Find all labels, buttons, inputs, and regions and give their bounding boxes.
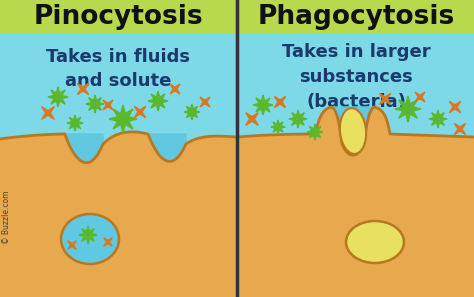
Text: Takes in larger
substances
(bacteria): Takes in larger substances (bacteria) [282,43,430,111]
Polygon shape [104,238,112,246]
Polygon shape [68,241,76,249]
Polygon shape [48,87,68,107]
Polygon shape [332,107,374,155]
Polygon shape [271,120,285,134]
Bar [0,0,236,34]
Bar [0,0,236,297]
Polygon shape [415,92,425,102]
Bar [238,0,474,297]
Text: BUZZLE.COM: BUZZLE.COM [285,170,427,189]
Polygon shape [455,123,465,135]
Ellipse shape [340,108,366,154]
Polygon shape [65,134,103,163]
Polygon shape [42,107,55,119]
Polygon shape [449,101,461,113]
Polygon shape [395,96,421,122]
Polygon shape [109,105,137,133]
Polygon shape [246,113,258,125]
Polygon shape [0,132,236,297]
Bar [238,0,474,34]
Polygon shape [103,100,113,110]
Polygon shape [77,83,89,95]
Polygon shape [170,84,180,94]
Polygon shape [148,91,168,111]
Polygon shape [307,124,323,140]
Polygon shape [274,96,286,108]
Text: © Buzzle.com: © Buzzle.com [2,190,11,244]
Text: Phagocytosis: Phagocytosis [257,4,455,30]
Polygon shape [134,106,146,118]
Polygon shape [253,95,273,115]
Ellipse shape [61,214,119,264]
Polygon shape [200,97,210,107]
Ellipse shape [346,221,404,263]
Polygon shape [184,104,200,120]
Polygon shape [238,107,474,297]
Polygon shape [148,134,186,162]
Polygon shape [429,110,447,128]
Text: BUZZLE.COM: BUZZLE.COM [47,170,189,189]
Polygon shape [67,115,83,131]
Polygon shape [86,95,104,113]
Polygon shape [379,93,391,105]
Text: Pinocytosis: Pinocytosis [33,4,203,30]
Polygon shape [79,226,97,244]
Text: Takes in fluids
and solute: Takes in fluids and solute [46,48,190,91]
Polygon shape [289,110,307,128]
